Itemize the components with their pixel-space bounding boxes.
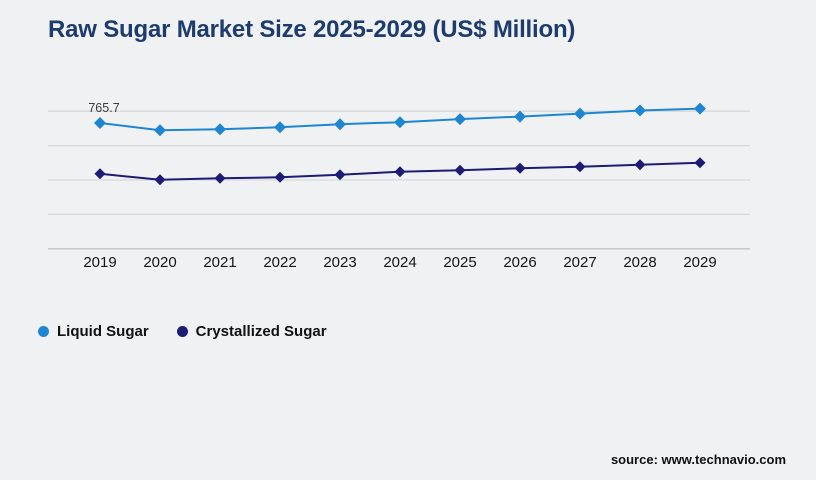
marker-liquid-sugar-2024	[394, 116, 406, 129]
x-axis-label-2023: 2023	[323, 254, 356, 271]
marker-crystallized-sugar-2019	[94, 168, 106, 180]
marker-liquid-sugar-2025	[454, 113, 466, 126]
legend-label: Crystallized Sugar	[195, 323, 327, 340]
line-chart: 2019 2020 2021 2022 2023 2024 2025 2026 2027 2028…	[48, 101, 750, 271]
x-axis-label-2027: 2027	[563, 254, 596, 271]
marker-crystallized-sugar-2026	[514, 162, 526, 174]
marker-crystallized-sugar-2028	[634, 159, 646, 171]
marker-crystallized-sugar-2024	[394, 166, 406, 178]
legend-item-liquid-sugar: Liquid Sugar	[38, 323, 149, 340]
data-label-first-point: 765.7	[88, 101, 119, 115]
marker-crystallized-sugar-2025	[454, 164, 466, 176]
marker-liquid-sugar-2029	[694, 102, 706, 115]
x-axis-label-2020: 2020	[143, 254, 176, 271]
x-axis-label-2021: 2021	[203, 254, 236, 271]
x-axis-label-2026: 2026	[503, 254, 536, 271]
marker-liquid-sugar-2027	[574, 107, 586, 120]
marker-crystallized-sugar-2029	[694, 157, 706, 169]
source-credit: source: www.technavio.com	[610, 452, 786, 467]
marker-liquid-sugar-2021	[214, 123, 226, 136]
chart-title: Raw Sugar Market Size 2025-2029 (US$ Mil…	[48, 16, 576, 43]
x-axis-label-2029: 2029	[683, 254, 716, 271]
legend-label: Liquid Sugar	[57, 323, 149, 340]
marker-crystallized-sugar-2023	[334, 169, 346, 181]
marker-liquid-sugar-2019	[94, 117, 106, 129]
marker-crystallized-sugar-2021	[214, 172, 226, 184]
x-axis-label-2024: 2024	[383, 254, 416, 271]
marker-liquid-sugar-2026	[514, 110, 526, 123]
legend-marker-icon	[176, 326, 188, 337]
marker-crystallized-sugar-2022	[274, 171, 286, 183]
legend: Liquid Sugar Crystallized Sugar	[38, 323, 327, 340]
marker-liquid-sugar-2023	[334, 118, 346, 131]
legend-item-crystallized-sugar: Crystallized Sugar	[176, 323, 327, 340]
marker-liquid-sugar-2020	[154, 124, 166, 137]
x-axis-label-2025: 2025	[443, 254, 476, 271]
x-axis-label-2019: 2019	[83, 254, 116, 271]
legend-marker-icon	[38, 326, 49, 337]
marker-liquid-sugar-2022	[274, 121, 286, 134]
x-axis-label-2028: 2028	[623, 254, 656, 271]
marker-liquid-sugar-2028	[634, 104, 646, 117]
x-axis-label-2022: 2022	[263, 254, 296, 271]
marker-crystallized-sugar-2020	[154, 174, 166, 186]
marker-crystallized-sugar-2027	[574, 161, 586, 173]
